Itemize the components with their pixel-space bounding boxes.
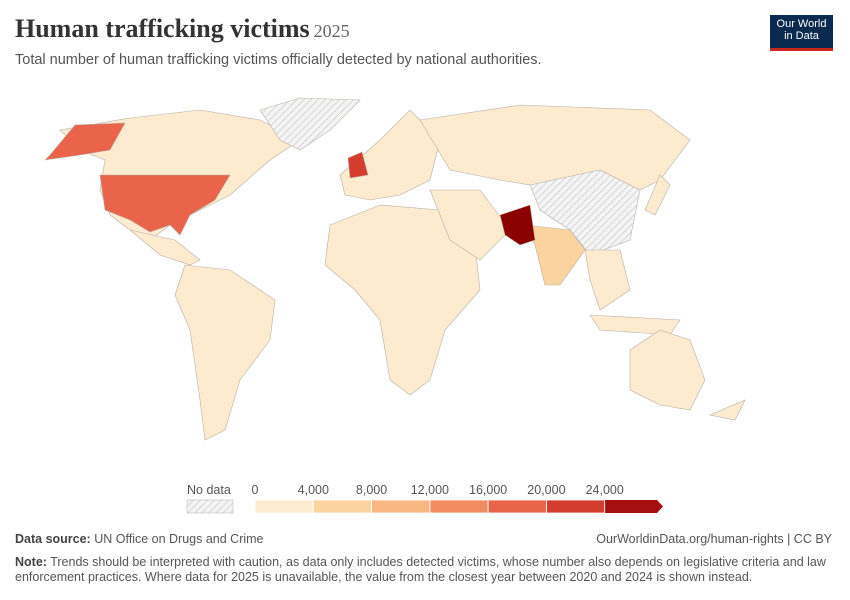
note-label: Note:	[15, 555, 47, 569]
middle-east	[429, 189, 511, 261]
source-text: UN Office on Drugs and Crime	[94, 532, 264, 546]
japan	[644, 174, 671, 216]
china	[529, 169, 641, 256]
new-zealand	[708, 399, 746, 421]
no-data-label: No data	[187, 483, 231, 497]
legend-bin	[546, 499, 606, 514]
no-data-swatch	[186, 499, 234, 514]
legend-tick-label: 0	[252, 483, 259, 497]
alaska	[44, 122, 126, 161]
southeast-asia	[584, 249, 631, 311]
legend-tick-label: 12,000	[411, 483, 449, 497]
europe	[339, 109, 441, 201]
greenland	[259, 97, 361, 151]
source-label: Data source:	[15, 532, 91, 546]
legend-tick-label: 24,000	[586, 483, 624, 497]
legend-bin	[312, 499, 372, 514]
title-block: Human trafficking victims 2025	[15, 14, 350, 44]
logo-line: Our World	[776, 18, 827, 30]
india	[524, 224, 586, 286]
world	[44, 97, 746, 441]
legend-tick-label: 4,000	[298, 483, 329, 497]
legend-bin	[429, 499, 489, 514]
url[interactable]: OurWorldinData.org/human-rights | CC BY	[596, 532, 832, 546]
usa	[99, 174, 231, 236]
legend-bin	[487, 499, 547, 514]
note: Note: Trends should be interpreted with …	[15, 555, 835, 585]
legend-tick-label: 16,000	[469, 483, 507, 497]
legend-bin	[254, 499, 314, 514]
legend-bin	[371, 499, 431, 514]
legend-tick-label: 20,000	[527, 483, 565, 497]
subtitle: Total number of human trafficking victim…	[15, 52, 542, 68]
legend-tick-label: 8,000	[356, 483, 387, 497]
note-text: Trends should be interpreted with cautio…	[15, 555, 826, 584]
pakistan	[499, 204, 536, 246]
south-america	[174, 264, 276, 441]
title: Human trafficking victims	[15, 14, 310, 43]
map: No data 0 4,000 8,000 12,000 16,000 20,000 24,…	[44, 97, 746, 514]
logo[interactable]: Our World in Data	[770, 15, 833, 51]
logo-line: in Data	[784, 30, 819, 42]
legend-bin	[604, 500, 663, 513]
source: Data source: UN Office on Drugs and Crim…	[15, 532, 264, 546]
legend: 0 4,000 8,000 12,000 16,000 20,000 24,000	[252, 483, 663, 514]
year: 2025	[313, 21, 350, 41]
australia	[629, 329, 706, 411]
central-america	[129, 229, 201, 266]
uk	[347, 151, 369, 179]
